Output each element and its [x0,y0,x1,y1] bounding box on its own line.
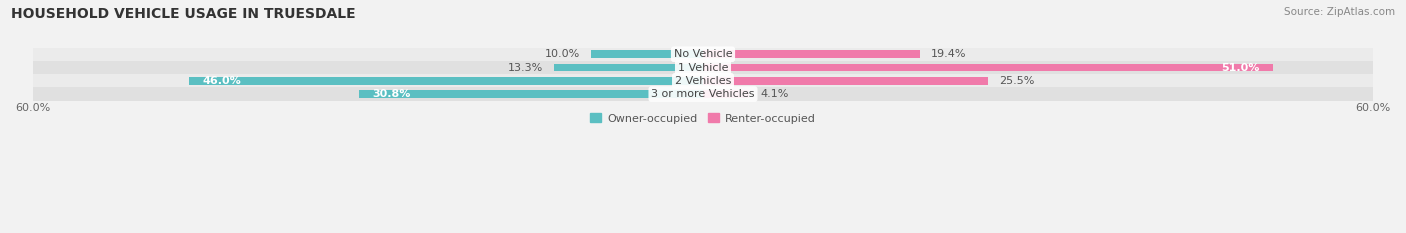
Bar [703,50,920,58]
Bar [703,90,749,98]
Text: No Vehicle: No Vehicle [673,49,733,59]
Bar [32,48,1374,61]
Bar [592,50,703,58]
Bar [703,77,988,85]
Bar [32,61,1374,74]
Text: 4.1%: 4.1% [761,89,789,99]
Text: 2 Vehicles: 2 Vehicles [675,76,731,86]
Text: 3 or more Vehicles: 3 or more Vehicles [651,89,755,99]
Text: 25.5%: 25.5% [1000,76,1035,86]
Text: 10.0%: 10.0% [546,49,581,59]
Bar [32,74,1374,87]
Text: Source: ZipAtlas.com: Source: ZipAtlas.com [1284,7,1395,17]
Text: 1 Vehicle: 1 Vehicle [678,62,728,72]
Bar [188,77,703,85]
Legend: Owner-occupied, Renter-occupied: Owner-occupied, Renter-occupied [586,109,820,128]
Text: HOUSEHOLD VEHICLE USAGE IN TRUESDALE: HOUSEHOLD VEHICLE USAGE IN TRUESDALE [11,7,356,21]
Bar [359,90,703,98]
Bar [32,87,1374,101]
Text: 19.4%: 19.4% [931,49,966,59]
Text: 51.0%: 51.0% [1220,62,1260,72]
Text: 46.0%: 46.0% [202,76,242,86]
Text: 13.3%: 13.3% [508,62,543,72]
Text: 30.8%: 30.8% [373,89,411,99]
Bar [554,64,703,72]
Bar [703,64,1272,72]
